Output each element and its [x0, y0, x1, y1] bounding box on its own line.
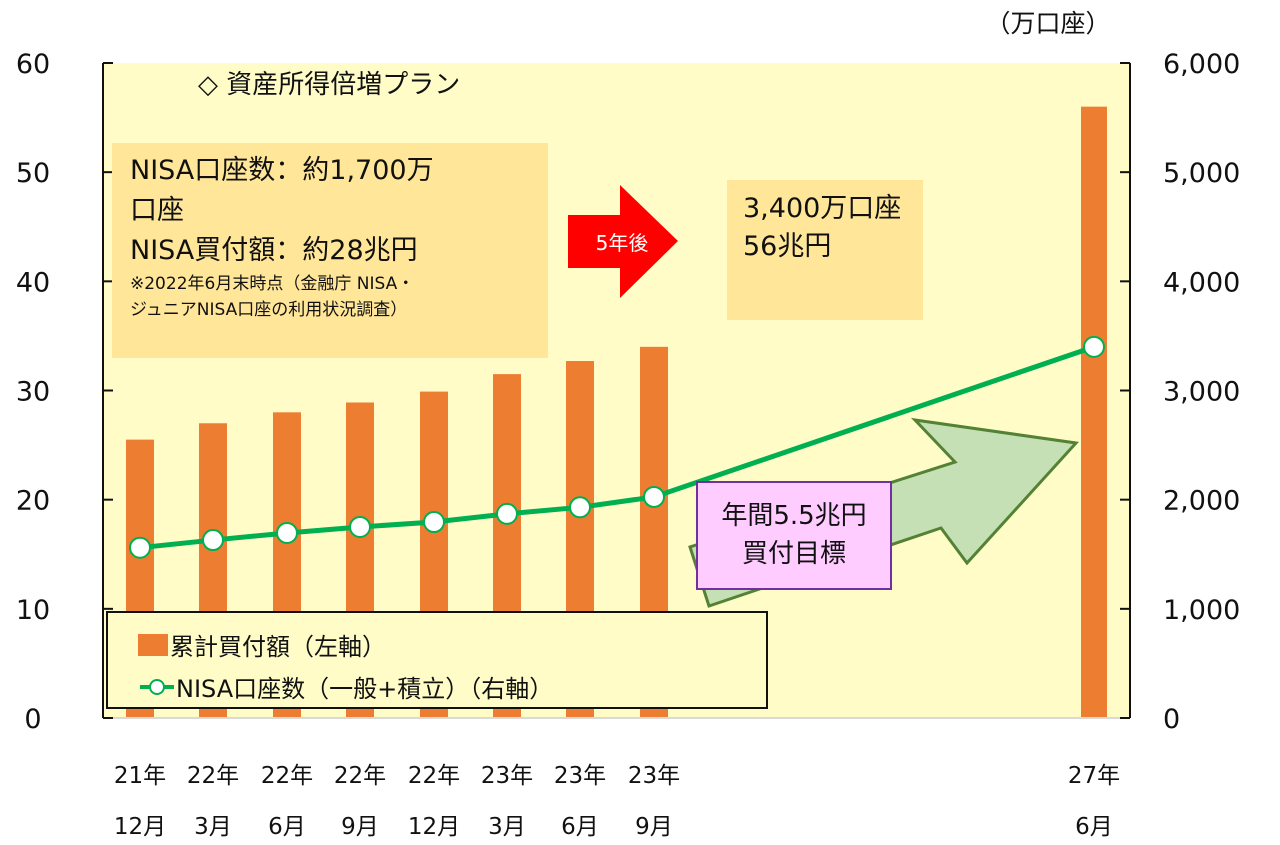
x-tick-month: 6月 — [268, 814, 306, 840]
x-tick-year: 22年 — [261, 763, 313, 789]
chart-title: ◇ 資産所得倍増プラン — [198, 70, 460, 100]
right-tick-label: 0 — [1163, 704, 1180, 735]
legend: 累計買付額（左軸） NISA口座数（一般+積立）（右軸） — [106, 611, 768, 709]
target-line-2: 56兆円 — [743, 231, 832, 262]
line-marker — [349, 515, 371, 538]
x-tick-month: 12月 — [114, 814, 166, 840]
current-note-1: ※2022年6月末時点（金融庁 NISA・ — [130, 274, 415, 294]
current-line-1: NISA口座数：約1,700万 — [130, 155, 434, 186]
legend-bar-swatch-icon — [138, 633, 168, 656]
line-marker — [423, 511, 445, 534]
x-tick-year: 23年 — [481, 763, 533, 789]
left-tick-label: 50 — [16, 158, 50, 189]
x-tick-month: 6月 — [561, 814, 599, 840]
goal-box: 年間5.5兆円 買付目標 — [696, 481, 892, 590]
right-tick-label: 3,000 — [1163, 377, 1240, 408]
line-marker — [276, 521, 298, 544]
legend-bar-label: 累計買付額（左軸） — [170, 633, 386, 661]
x-tick-year: 27年 — [1068, 763, 1120, 789]
legend-line-marker-icon — [140, 678, 174, 695]
right-tick-label: 5,000 — [1163, 158, 1240, 189]
five-years-arrow-icon — [568, 185, 678, 298]
x-tick-year: 23年 — [628, 763, 680, 789]
target-line-1: 3,400万口座 — [743, 193, 902, 224]
x-tick-month: 3月 — [194, 814, 232, 840]
right-tick-label: 6,000 — [1163, 49, 1240, 80]
current-status-box: NISA口座数：約1,700万 口座 NISA買付額：約28兆円 ※2022年6… — [112, 143, 548, 358]
x-tick-year: 22年 — [334, 763, 386, 789]
left-tick-label: 20 — [16, 486, 50, 517]
x-tick-year: 23年 — [554, 763, 606, 789]
line-marker — [1083, 335, 1105, 358]
current-note-2: ジュニアNISA口座の利用状況調査） — [130, 300, 408, 320]
right-tick-label: 4,000 — [1163, 267, 1240, 298]
left-tick-label: 30 — [16, 377, 50, 408]
line-marker — [496, 502, 518, 525]
x-tick-month: 3月 — [488, 814, 526, 840]
x-tick-year: 22年 — [408, 763, 460, 789]
goal-line-1: 年間5.5兆円 — [721, 501, 867, 531]
x-tick-year: 21年 — [114, 763, 166, 789]
line-marker — [569, 496, 591, 519]
line-marker — [643, 485, 665, 508]
legend-line-label: NISA口座数（一般+積立）（右軸） — [176, 675, 554, 703]
line-marker — [202, 529, 224, 552]
bar — [1081, 106, 1107, 718]
x-tick-month: 6月 — [1075, 814, 1113, 840]
current-line-2: 口座 — [130, 195, 184, 226]
target-box: 3,400万口座 56兆円 — [727, 180, 923, 320]
right-tick-label: 1,000 — [1163, 595, 1240, 626]
x-tick-month: 9月 — [341, 814, 379, 840]
x-tick-year: 22年 — [187, 763, 239, 789]
current-line-3: NISA買付額：約28兆円 — [130, 235, 418, 266]
line-marker — [129, 536, 151, 559]
right-axis-unit: （万口座） — [985, 9, 1110, 38]
goal-line-2: 買付目標 — [741, 539, 846, 569]
left-tick-label: 10 — [16, 595, 50, 626]
arrow-label: 5年後 — [596, 231, 649, 255]
right-tick-label: 2,000 — [1163, 486, 1240, 517]
left-tick-label: 60 — [16, 49, 50, 80]
x-tick-month: 12月 — [408, 814, 460, 840]
left-tick-label: 40 — [16, 267, 50, 298]
left-tick-label: 0 — [24, 704, 41, 735]
x-tick-month: 9月 — [635, 814, 673, 840]
